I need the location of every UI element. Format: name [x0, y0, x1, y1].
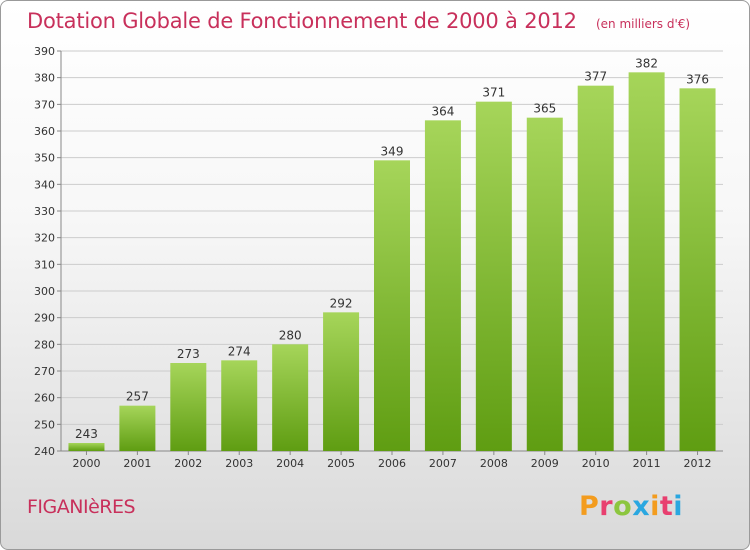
- y-tick-label: 300: [34, 285, 55, 298]
- x-tick-label-2004: 2004: [276, 457, 304, 470]
- data-label-2012: 376: [686, 72, 709, 86]
- y-tick-label: 360: [34, 125, 55, 138]
- y-tick-label: 380: [34, 72, 55, 85]
- logo-letter: t: [659, 491, 674, 522]
- commune-name: FIGANIèRES: [27, 496, 136, 518]
- y-tick-label: 330: [34, 205, 55, 218]
- data-label-2008: 371: [482, 86, 505, 100]
- x-tick-label-2006: 2006: [378, 457, 406, 470]
- x-tick-label-2010: 2010: [582, 457, 610, 470]
- bar-2006: [374, 160, 410, 452]
- y-tick-label: 340: [34, 178, 55, 191]
- x-tick-label-2009: 2009: [531, 457, 559, 470]
- y-tick-label: 280: [34, 338, 55, 351]
- logo-letter: x: [632, 491, 651, 522]
- x-tick-label-2003: 2003: [225, 457, 253, 470]
- bar-2001: [119, 405, 156, 451]
- logo-letter: o: [613, 491, 633, 522]
- proxiti-logo: Proxiti: [579, 491, 683, 522]
- logo-letter: i: [650, 491, 660, 522]
- bar-2002: [170, 363, 207, 451]
- y-tick-label: 260: [34, 392, 55, 405]
- bar-2004: [272, 344, 309, 451]
- bar-2007: [424, 120, 461, 451]
- y-tick-label: 390: [34, 45, 55, 58]
- bar-2003: [221, 360, 258, 451]
- data-label-2006: 349: [381, 144, 404, 158]
- chart-subtitle: (en milliers d'€): [595, 17, 691, 31]
- labels: 240 250 260 270 280 290 300 310 320 330 340 350 360 3…: [34, 45, 712, 470]
- bar-2010: [577, 85, 614, 452]
- data-label-2002: 273: [177, 347, 200, 361]
- data-label-2001: 257: [126, 390, 149, 404]
- data-label-2010: 377: [584, 70, 607, 84]
- x-tick-label-2000: 2000: [72, 457, 100, 470]
- x-tick-label-2001: 2001: [123, 457, 151, 470]
- x-tick-label-2005: 2005: [327, 457, 355, 470]
- title-row: Dotation Globale de Fonctionnement de 20…: [27, 9, 690, 33]
- chart-title: Dotation Globale de Fonctionnement de 20…: [27, 9, 577, 33]
- bar-2008: [475, 101, 512, 452]
- y-tick-label: 240: [34, 445, 55, 458]
- data-label-2009: 365: [533, 102, 556, 116]
- y-tick-label: 270: [34, 365, 55, 378]
- y-tick-label: 250: [34, 418, 55, 431]
- bar-2005: [323, 312, 360, 451]
- y-tick-label: 310: [34, 258, 55, 271]
- logo-letter: r: [599, 491, 614, 522]
- data-label-2007: 364: [431, 104, 454, 118]
- bar-2000: [68, 443, 105, 451]
- x-tick-label-2007: 2007: [429, 457, 457, 470]
- bar-2012: [679, 88, 716, 451]
- bar-2009: [526, 117, 563, 452]
- data-label-2011: 382: [635, 56, 658, 70]
- bars: [68, 72, 716, 452]
- y-tick-label: 320: [34, 232, 55, 245]
- data-label-2004: 280: [279, 328, 302, 342]
- logo-letter: i: [673, 491, 684, 522]
- data-label-2003: 274: [228, 344, 251, 358]
- y-tick-label: 370: [34, 98, 55, 111]
- y-tick-label: 290: [34, 312, 55, 325]
- x-tick-label-2012: 2012: [684, 457, 712, 470]
- logo-letter: P: [579, 491, 600, 522]
- bar-2011: [628, 72, 665, 451]
- data-label-2005: 292: [330, 296, 353, 310]
- x-tick-label-2002: 2002: [174, 457, 202, 470]
- data-label-2000: 243: [75, 427, 98, 441]
- x-tick-label-2011: 2011: [633, 457, 661, 470]
- x-tick-label-2008: 2008: [480, 457, 508, 470]
- y-tick-label: 350: [34, 152, 55, 165]
